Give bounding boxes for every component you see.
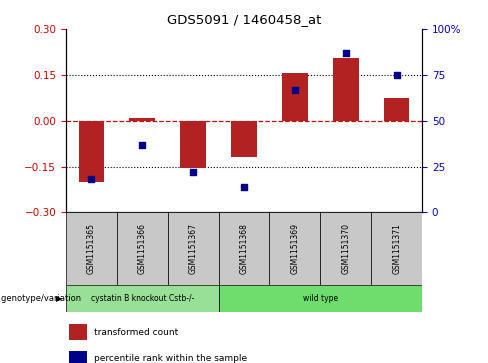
Point bbox=[342, 50, 350, 56]
Bar bbox=[384, 98, 409, 121]
Bar bbox=[371, 212, 422, 285]
Bar bbox=[117, 212, 168, 285]
Text: GSM1151366: GSM1151366 bbox=[138, 223, 147, 274]
Text: GSM1151368: GSM1151368 bbox=[240, 223, 248, 274]
Text: cystatin B knockout Cstb-/-: cystatin B knockout Cstb-/- bbox=[91, 294, 194, 303]
Bar bbox=[269, 212, 320, 285]
Point bbox=[393, 72, 401, 78]
Bar bbox=[168, 212, 219, 285]
Text: GSM1151370: GSM1151370 bbox=[341, 223, 350, 274]
Bar bbox=[69, 351, 87, 363]
Bar bbox=[129, 118, 155, 121]
Bar bbox=[282, 73, 307, 121]
Bar bbox=[219, 212, 269, 285]
Point bbox=[138, 142, 146, 147]
Point bbox=[240, 184, 248, 189]
Bar bbox=[219, 285, 422, 312]
Bar bbox=[66, 285, 219, 312]
Bar bbox=[181, 121, 206, 168]
Text: GSM1151367: GSM1151367 bbox=[188, 223, 198, 274]
Text: transformed count: transformed count bbox=[94, 327, 179, 337]
Bar bbox=[231, 121, 257, 158]
Text: ▶: ▶ bbox=[56, 294, 62, 303]
Text: wild type: wild type bbox=[303, 294, 338, 303]
Point bbox=[87, 176, 95, 182]
Bar bbox=[66, 212, 117, 285]
Text: percentile rank within the sample: percentile rank within the sample bbox=[94, 354, 247, 363]
Bar bbox=[333, 58, 359, 121]
Text: genotype/variation: genotype/variation bbox=[1, 294, 84, 303]
Text: GSM1151365: GSM1151365 bbox=[87, 223, 96, 274]
Point bbox=[291, 87, 299, 93]
Text: GSM1151369: GSM1151369 bbox=[290, 223, 300, 274]
Title: GDS5091 / 1460458_at: GDS5091 / 1460458_at bbox=[167, 13, 321, 26]
Bar bbox=[320, 212, 371, 285]
Bar bbox=[69, 324, 87, 340]
Bar bbox=[79, 121, 104, 182]
Point bbox=[189, 169, 197, 175]
Text: GSM1151371: GSM1151371 bbox=[392, 223, 401, 274]
